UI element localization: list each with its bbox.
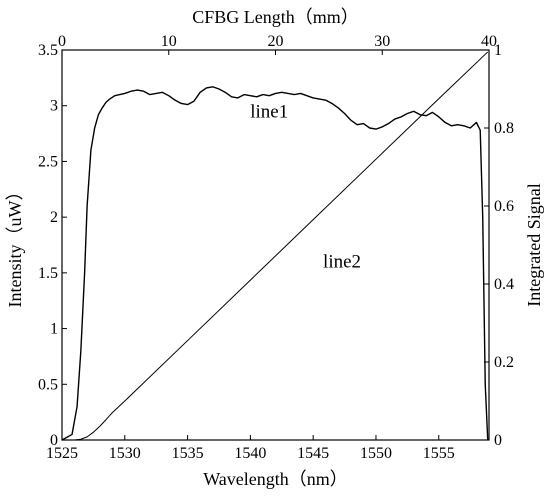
x-top-tick-label: 20 bbox=[268, 33, 284, 50]
x-top-tick-label: 0 bbox=[58, 33, 66, 50]
y-left-tick-label: 2 bbox=[50, 209, 58, 226]
y-left-tick-label: 2.5 bbox=[38, 153, 58, 170]
annotation-group: line1 line2 bbox=[250, 101, 361, 272]
y-left-tick-label: 3 bbox=[50, 98, 58, 115]
series-group bbox=[61, 51, 489, 441]
x-bottom-tick-label: 1540 bbox=[234, 445, 266, 462]
y-right-tick-label: 1 bbox=[494, 42, 502, 59]
y-left-tick-label: 1 bbox=[50, 321, 58, 338]
x-bottom-tick-label: 1530 bbox=[109, 445, 141, 462]
plot-frame bbox=[61, 49, 490, 441]
series-line-line2 bbox=[74, 51, 489, 441]
annotation-line2: line2 bbox=[323, 252, 361, 273]
bottom-axis-title: Wavelength（nm） bbox=[203, 469, 348, 489]
right-axis-title: Integrated Signal bbox=[524, 183, 544, 306]
x-top-tick-label: 40 bbox=[481, 33, 497, 50]
x-bottom-tick-label: 1550 bbox=[360, 445, 392, 462]
annotation-line1: line1 bbox=[250, 101, 288, 122]
x-bottom-tick-label: 1545 bbox=[297, 445, 329, 462]
y-right-tick-label: 0.8 bbox=[494, 120, 514, 137]
x-bottom-tick-label: 1525 bbox=[46, 445, 78, 462]
y-right-tick-label: 0 bbox=[494, 432, 502, 449]
left-axis-title: Intensity（uW） bbox=[5, 183, 25, 308]
top-axis-title: CFBG Length（mm） bbox=[192, 7, 359, 27]
y-right-tick-label: 0.6 bbox=[494, 198, 514, 215]
y-right-tick-label: 0.4 bbox=[494, 276, 514, 293]
y-left-tick-label: 0 bbox=[50, 432, 58, 449]
x-top-tick-label: 10 bbox=[161, 33, 177, 50]
y-left-tick-label: 1.5 bbox=[38, 265, 58, 282]
series-line-line1 bbox=[61, 86, 489, 441]
y-left-tick-label: 3.5 bbox=[38, 42, 58, 59]
y-right-tick-label: 0.2 bbox=[494, 354, 514, 371]
x-top-tick-label: 30 bbox=[374, 33, 390, 50]
y-left-tick-label: 0.5 bbox=[38, 376, 58, 393]
x-bottom-tick-label: 1555 bbox=[423, 445, 455, 462]
x-bottom-tick-label: 1535 bbox=[172, 445, 204, 462]
